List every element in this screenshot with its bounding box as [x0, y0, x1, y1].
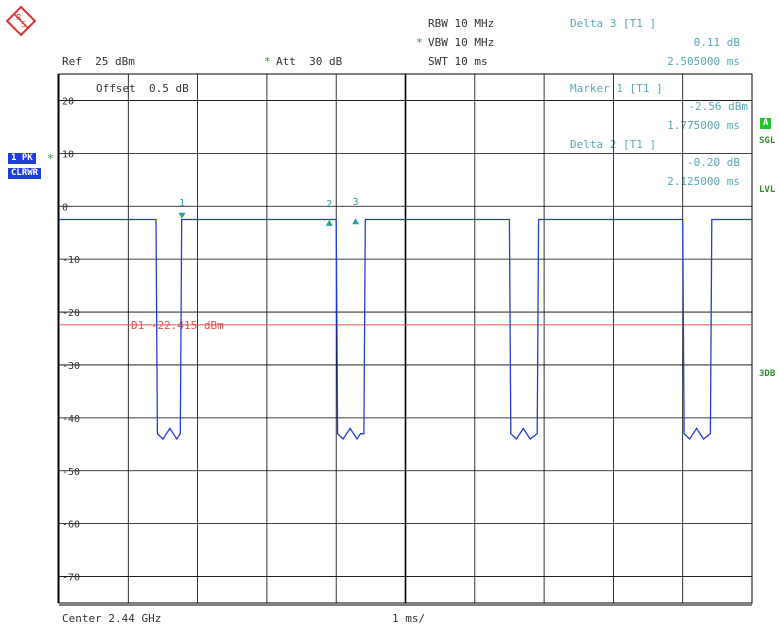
y-tick-label--30: -30: [62, 361, 80, 372]
a-badge: A: [760, 118, 772, 129]
svg-text:R: R: [16, 13, 22, 22]
vbw: VBW 10 MHz: [428, 36, 495, 49]
3db-label: 3DB: [759, 369, 776, 379]
ref-level: Ref 25 dBm: [62, 55, 135, 68]
clrwr-badge: CLRWR: [8, 168, 42, 179]
marker-1-label: 1: [179, 198, 185, 209]
y-tick-label--20: -20: [62, 308, 80, 319]
display-line-label: D1 -22.415 dBm: [131, 319, 224, 332]
attenuation: Att 30 dB: [276, 55, 343, 68]
marker-3-symbol: [352, 218, 360, 225]
time-per-div: 1 ms/: [392, 612, 426, 625]
y-tick-label--70: -70: [62, 573, 80, 584]
marker-1-symbol: [178, 212, 186, 219]
marker-2-symbol: [325, 219, 333, 226]
y-tick-label-10: 10: [62, 149, 74, 160]
y-tick-label--50: -50: [62, 467, 80, 478]
delta2-level: -0.20 dB: [687, 156, 740, 169]
sgl-label: SGL: [759, 136, 776, 146]
lvl-label: LVL: [759, 185, 776, 195]
offset-label: Offset 0.5 dB: [96, 82, 189, 95]
vbw-star: *: [416, 36, 423, 49]
y-tick-label--60: -60: [62, 520, 80, 531]
y-tick-label--40: -40: [62, 414, 80, 425]
y-tick-label-20: 20: [62, 96, 74, 107]
marker-2-label: 2: [326, 199, 332, 210]
rbw: RBW 10 MHz: [428, 17, 495, 30]
trace-star: *: [47, 152, 54, 165]
att-star: *: [264, 55, 271, 68]
marker1-name: Marker 1 [T1 ]: [570, 82, 663, 95]
marker-3-label: 3: [353, 197, 359, 208]
rohde-schwarz-logo: R S: [6, 6, 36, 36]
marker1-level: -2.56 dBm: [688, 100, 748, 113]
sweep-time: SWT 10 ms: [428, 55, 488, 68]
delta3-time: 2.505000 ms: [667, 55, 740, 68]
delta3-name: Delta 3 [T1 ]: [570, 17, 657, 30]
delta3-level: 0.11 dB: [693, 36, 740, 49]
marker1-time: 1.775000 ms: [667, 119, 740, 132]
trace-1-pk-badge: 1 PK: [8, 153, 36, 164]
trace-line-0: [59, 218, 752, 441]
svg-text:S: S: [21, 20, 26, 29]
y-tick-label-0: 0: [62, 202, 68, 213]
delta2-name: Delta 2 [T1 ]: [570, 138, 657, 151]
delta2-time: 2.125000 ms: [667, 175, 740, 188]
center-frequency: Center 2.44 GHz: [62, 612, 162, 625]
y-tick-label--10: -10: [62, 255, 80, 266]
